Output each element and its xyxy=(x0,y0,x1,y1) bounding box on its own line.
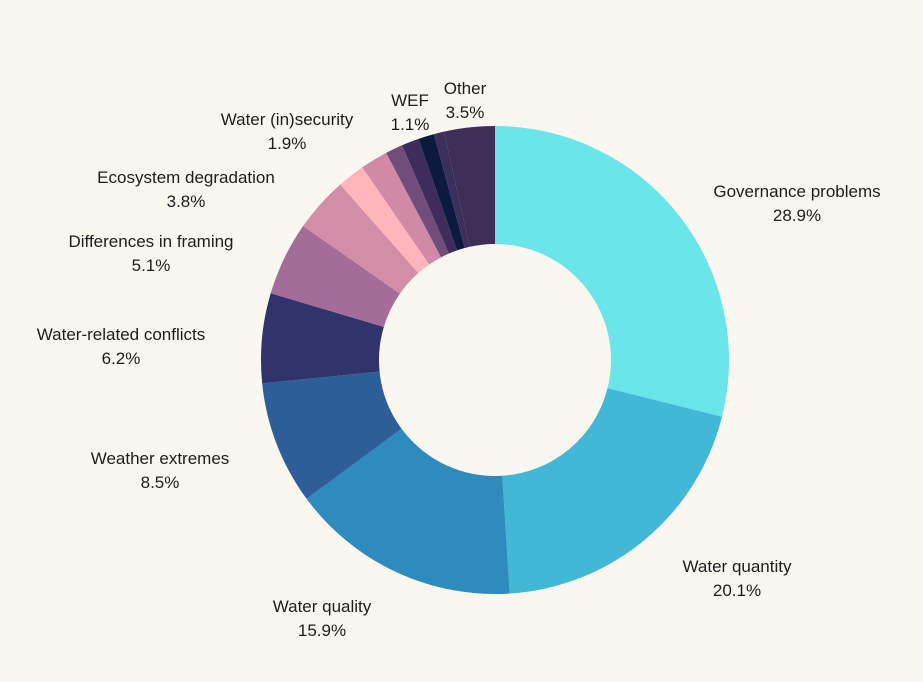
slice-value: 1.9% xyxy=(267,134,307,153)
slice-label-4: Water-related conflicts 6.2% xyxy=(37,323,205,371)
slice-label-6: Ecosystem degradation 3.8% xyxy=(97,166,275,214)
slice-name: Ecosystem degradation xyxy=(97,168,275,187)
donut-slice-5 xyxy=(270,226,400,327)
donut-slice-3 xyxy=(262,371,402,499)
donut-slice-9 xyxy=(386,145,449,258)
slice-value: 20.1% xyxy=(712,581,762,600)
donut-slice-4 xyxy=(260,293,384,384)
slice-value: 8.5% xyxy=(140,473,180,492)
slice-value: 3.8% xyxy=(166,192,206,211)
donut-slice-11 xyxy=(418,134,465,251)
donut-slice-6 xyxy=(303,184,419,294)
slice-name: Water (in)security xyxy=(220,110,354,129)
donut-slice-13 xyxy=(443,126,495,247)
slice-value: 5.1% xyxy=(131,256,171,275)
slice-value: 3.5% xyxy=(445,103,485,122)
slice-label-3: Weather extremes 8.5% xyxy=(91,447,230,495)
slice-label-11: WEF 1.1% xyxy=(391,89,430,137)
slice-name: Water quantity xyxy=(682,557,792,576)
slice-value: 28.9% xyxy=(772,206,822,225)
slice-value: 6.2% xyxy=(101,349,141,368)
slice-name: Differences in framing xyxy=(68,232,234,251)
slice-name: Governance problems xyxy=(713,182,881,201)
donut-slice-8 xyxy=(362,152,442,265)
donut-slice-1 xyxy=(502,388,723,594)
slice-label-13: Other 3.5% xyxy=(444,77,487,125)
donut-slice-10 xyxy=(402,138,458,254)
slice-label-7: Water (in)security 1.9% xyxy=(221,108,354,156)
slice-label-1: Water quantity 20.1% xyxy=(683,555,792,603)
donut-slice-2 xyxy=(306,428,510,594)
slice-label-2: Water quality 15.9% xyxy=(273,595,372,643)
donut-slice-7 xyxy=(340,167,430,273)
slice-value: 1.1% xyxy=(390,115,430,134)
slice-name: Water-related conflicts xyxy=(36,325,206,344)
slice-name: WEF xyxy=(391,91,429,110)
slice-label-5: Differences in framing 5.1% xyxy=(68,230,233,278)
slice-value: 15.9% xyxy=(297,621,347,640)
donut-slice-0 xyxy=(495,126,730,417)
slice-name: Other xyxy=(443,79,487,98)
slice-label-0: Governance problems 28.9% xyxy=(713,180,880,228)
slice-name: Weather extremes xyxy=(90,449,230,468)
donut-slice-12 xyxy=(433,131,470,249)
slice-name: Water quality xyxy=(272,597,372,616)
